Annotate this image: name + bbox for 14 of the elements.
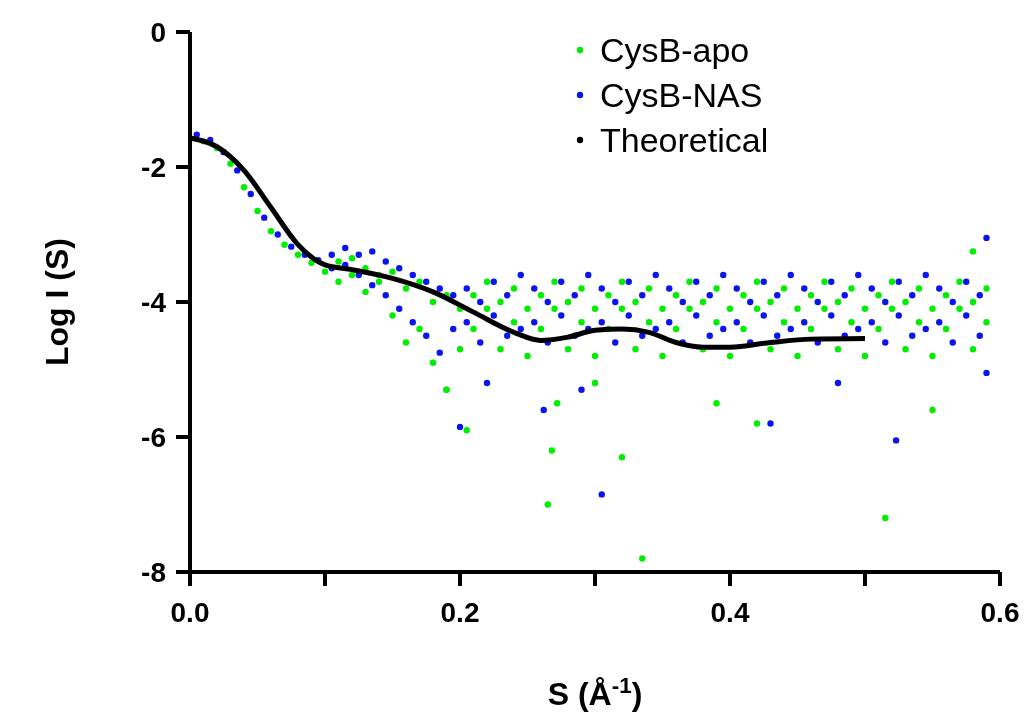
x-tick-label: 0.6 bbox=[980, 597, 1020, 628]
y-tick-label: -2 bbox=[141, 151, 166, 183]
legend-label: CysB-NAS bbox=[600, 75, 763, 114]
x-tick-label: 0.2 bbox=[440, 597, 480, 628]
y-tick-label: -4 bbox=[141, 286, 167, 318]
x-tick-label: 0.0 bbox=[170, 597, 210, 628]
y-tick-label: -6 bbox=[141, 421, 166, 453]
y-tick-label: 0 bbox=[150, 16, 166, 48]
y-tick-label: -8 bbox=[141, 556, 166, 588]
y-axis-title: Log I (S) bbox=[39, 238, 75, 366]
x-axis-title: S (Å$^{-1}$) bbox=[547, 672, 643, 712]
legend-label: CysB-apo bbox=[600, 30, 750, 69]
legend-label: Theoretical bbox=[600, 120, 769, 159]
x-tick-label: 0.4 bbox=[710, 597, 750, 628]
